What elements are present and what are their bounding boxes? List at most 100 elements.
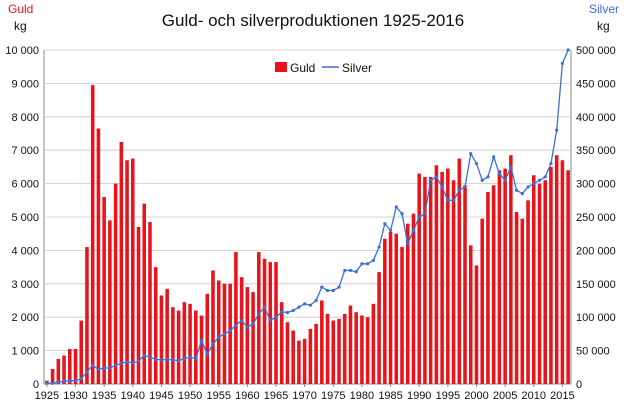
- silver-point: [234, 323, 238, 327]
- silver-point: [79, 377, 83, 381]
- silver-point: [509, 165, 513, 169]
- silver-point: [45, 381, 49, 385]
- silver-point: [549, 161, 553, 166]
- gold-bar: [96, 128, 101, 384]
- left-axis-tick-label: 9 000: [11, 78, 39, 90]
- x-axis-tick-label: 2010: [522, 390, 546, 402]
- gold-bar: [497, 170, 502, 384]
- gold-bar: [520, 218, 525, 384]
- gold-bar: [566, 170, 570, 384]
- silver-line-series: [45, 48, 570, 385]
- silver-point: [469, 151, 473, 156]
- gold-bar: [85, 247, 89, 384]
- gold-bar: [331, 320, 336, 384]
- silver-point: [566, 48, 570, 52]
- silver-point: [108, 366, 112, 370]
- gold-bar: [194, 310, 198, 384]
- silver-point: [560, 61, 565, 65]
- gold-bar: [257, 252, 261, 384]
- gold-bar: [159, 295, 164, 384]
- gold-bar: [239, 277, 244, 384]
- silver-point: [555, 128, 559, 132]
- gold-bar: [291, 330, 295, 384]
- silver-point: [371, 258, 375, 263]
- gold-bar: [268, 262, 273, 384]
- silver-point: [532, 182, 536, 186]
- gold-bar: [486, 191, 490, 384]
- gold-bar: [491, 185, 496, 384]
- gold-bar: [360, 315, 364, 384]
- gold-bar: [514, 211, 519, 384]
- silver-point: [199, 338, 204, 343]
- gold-bar: [131, 158, 135, 384]
- silver-point: [188, 355, 192, 359]
- silver-point: [429, 178, 433, 182]
- x-axis-ticks: 1925 1930 1935 1940 1945 1950 1955 1960 1965 1970…: [35, 384, 575, 402]
- silver-point: [451, 198, 456, 202]
- x-axis-tick-label: 2005: [493, 390, 517, 402]
- gold-bar: [136, 227, 141, 384]
- gold-bar: [400, 247, 404, 384]
- gold-bar: [113, 183, 118, 384]
- gold-bar: [388, 232, 393, 384]
- x-axis-tick-label: 1930: [63, 390, 87, 402]
- silver-point: [343, 268, 347, 273]
- gold-bar: [474, 265, 479, 384]
- silver-point: [503, 178, 507, 182]
- left-axis-tick-label: 6 000: [11, 179, 39, 191]
- gold-bar: [503, 168, 507, 384]
- silver-point: [366, 262, 370, 266]
- x-axis-tick-label: 1935: [92, 390, 116, 402]
- right-axis-tick-label: 300 000: [576, 179, 616, 191]
- silver-point: [240, 318, 244, 323]
- silver-point: [394, 205, 398, 209]
- gold-bar: [79, 320, 84, 384]
- gold-bar: [451, 180, 456, 384]
- silver-point: [165, 357, 169, 361]
- gold-bar: [549, 166, 553, 384]
- silver-point: [526, 185, 530, 189]
- silver-point: [423, 212, 427, 216]
- left-axis-tick-label: 10 000: [5, 45, 39, 57]
- silver-point: [377, 245, 381, 249]
- gold-bars: [45, 85, 570, 384]
- silver-point: [440, 185, 444, 189]
- gold-bar: [216, 280, 221, 384]
- silver-point: [280, 310, 284, 314]
- gold-bar: [73, 348, 78, 384]
- silver-point: [457, 188, 461, 192]
- gold-bar: [320, 300, 324, 384]
- gold-bar: [228, 283, 232, 384]
- silver-point: [205, 352, 209, 356]
- x-axis-tick-label: 1955: [206, 390, 230, 402]
- left-axis-tick-label: 8 000: [11, 112, 39, 124]
- gold-bar: [405, 223, 410, 384]
- gold-bar: [165, 288, 169, 384]
- gold-bar: [182, 302, 187, 384]
- legend-gold-label: Guld: [290, 61, 315, 75]
- gold-bar: [342, 313, 347, 384]
- gold-bar: [297, 340, 301, 384]
- x-axis-tick-label: 1990: [407, 390, 431, 402]
- silver-point: [406, 242, 410, 246]
- silver-point: [211, 342, 215, 346]
- x-axis-tick-label: 1950: [178, 390, 202, 402]
- silver-point: [314, 298, 318, 303]
- silver-point: [434, 175, 438, 179]
- gold-bar: [234, 252, 238, 384]
- left-axis-tick-label: 2 000: [11, 312, 39, 324]
- right-axis-tick-label: 50 000: [576, 346, 610, 358]
- gold-bar: [428, 176, 433, 384]
- silver-point: [514, 188, 519, 192]
- gold-bar: [199, 315, 204, 384]
- silver-point: [446, 198, 450, 202]
- silver-point: [497, 171, 501, 176]
- gold-bar: [285, 322, 290, 384]
- silver-point: [194, 357, 198, 361]
- gold-bar: [302, 338, 307, 384]
- gold-bar: [348, 305, 353, 384]
- gold-bar: [142, 203, 147, 384]
- left-axis-series-label: Guld: [8, 2, 33, 16]
- gold-bar: [383, 238, 387, 384]
